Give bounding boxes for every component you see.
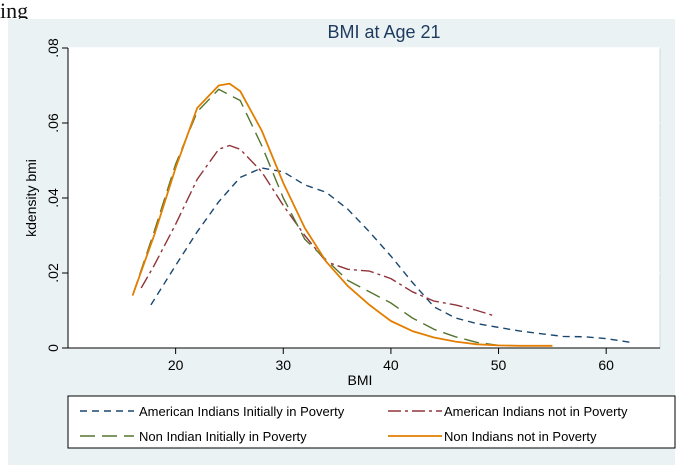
x-tick-label: 50 [491, 357, 507, 373]
y-axis-label: kdensity bmi [23, 159, 39, 237]
legend-label-2: American Indians not in Poverty [444, 404, 628, 419]
x-tick-label: 30 [275, 357, 291, 373]
cropped-text-fragment: ing [0, 0, 29, 23]
legend-label-1: American Indians Initially in Poverty [139, 404, 345, 419]
y-tick-label: 0 [45, 344, 61, 352]
chart-title: BMI at Age 21 [327, 22, 440, 42]
y-tick-label: .06 [45, 113, 61, 133]
y-tick-label: .02 [45, 263, 61, 283]
legend-box [67, 395, 676, 449]
legend: American Indians Initially in Poverty Ame… [67, 395, 676, 449]
legend-label-3: Non Indian Initially in Poverty [139, 429, 307, 444]
x-tick-label: 60 [598, 357, 614, 373]
series-line-4 [131, 82, 553, 347]
series-line-2 [140, 144, 496, 317]
x-tick-label: 40 [383, 357, 399, 373]
x-tick-label: 20 [168, 357, 184, 373]
series-line-1 [150, 167, 632, 344]
x-axis-label: BMI [348, 372, 373, 388]
legend-label-4: Non Indians not in Poverty [444, 429, 597, 444]
y-tick-label: .08 [45, 38, 61, 58]
y-tick-label: .04 [45, 188, 61, 208]
